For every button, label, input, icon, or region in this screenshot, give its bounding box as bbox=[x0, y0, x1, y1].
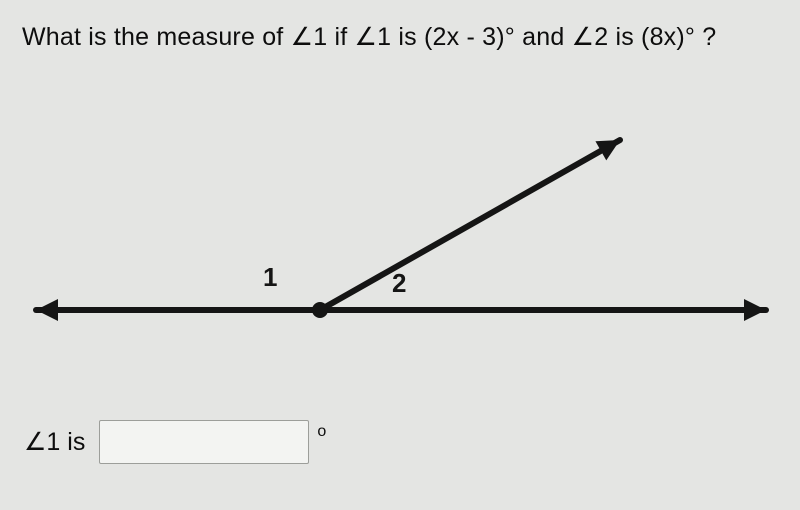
q-ang1: ∠1 bbox=[291, 23, 328, 51]
diagram-svg bbox=[0, 120, 800, 380]
answer-row: ∠1 is o bbox=[24, 420, 332, 464]
answer-input[interactable] bbox=[99, 420, 309, 464]
q-pre: What is the measure of bbox=[22, 23, 291, 51]
q-ang2: ∠2 bbox=[572, 23, 609, 51]
angle-diagram: 1 2 bbox=[0, 120, 800, 380]
question-text: What is the measure of ∠1 if ∠1 is (2x -… bbox=[22, 22, 716, 52]
angle-2-label: 2 bbox=[392, 268, 406, 299]
degree-symbol: o bbox=[317, 423, 326, 441]
q-post: is (8x)° ? bbox=[608, 23, 716, 51]
vertex-point bbox=[312, 302, 328, 318]
q-mid2: is (2x - 3)° and bbox=[391, 23, 571, 51]
q-mid1: if bbox=[327, 23, 354, 51]
q-ang1b: ∠1 bbox=[355, 23, 392, 51]
angle-1-label: 1 bbox=[263, 262, 277, 293]
answer-label: ∠1 is bbox=[24, 427, 85, 457]
